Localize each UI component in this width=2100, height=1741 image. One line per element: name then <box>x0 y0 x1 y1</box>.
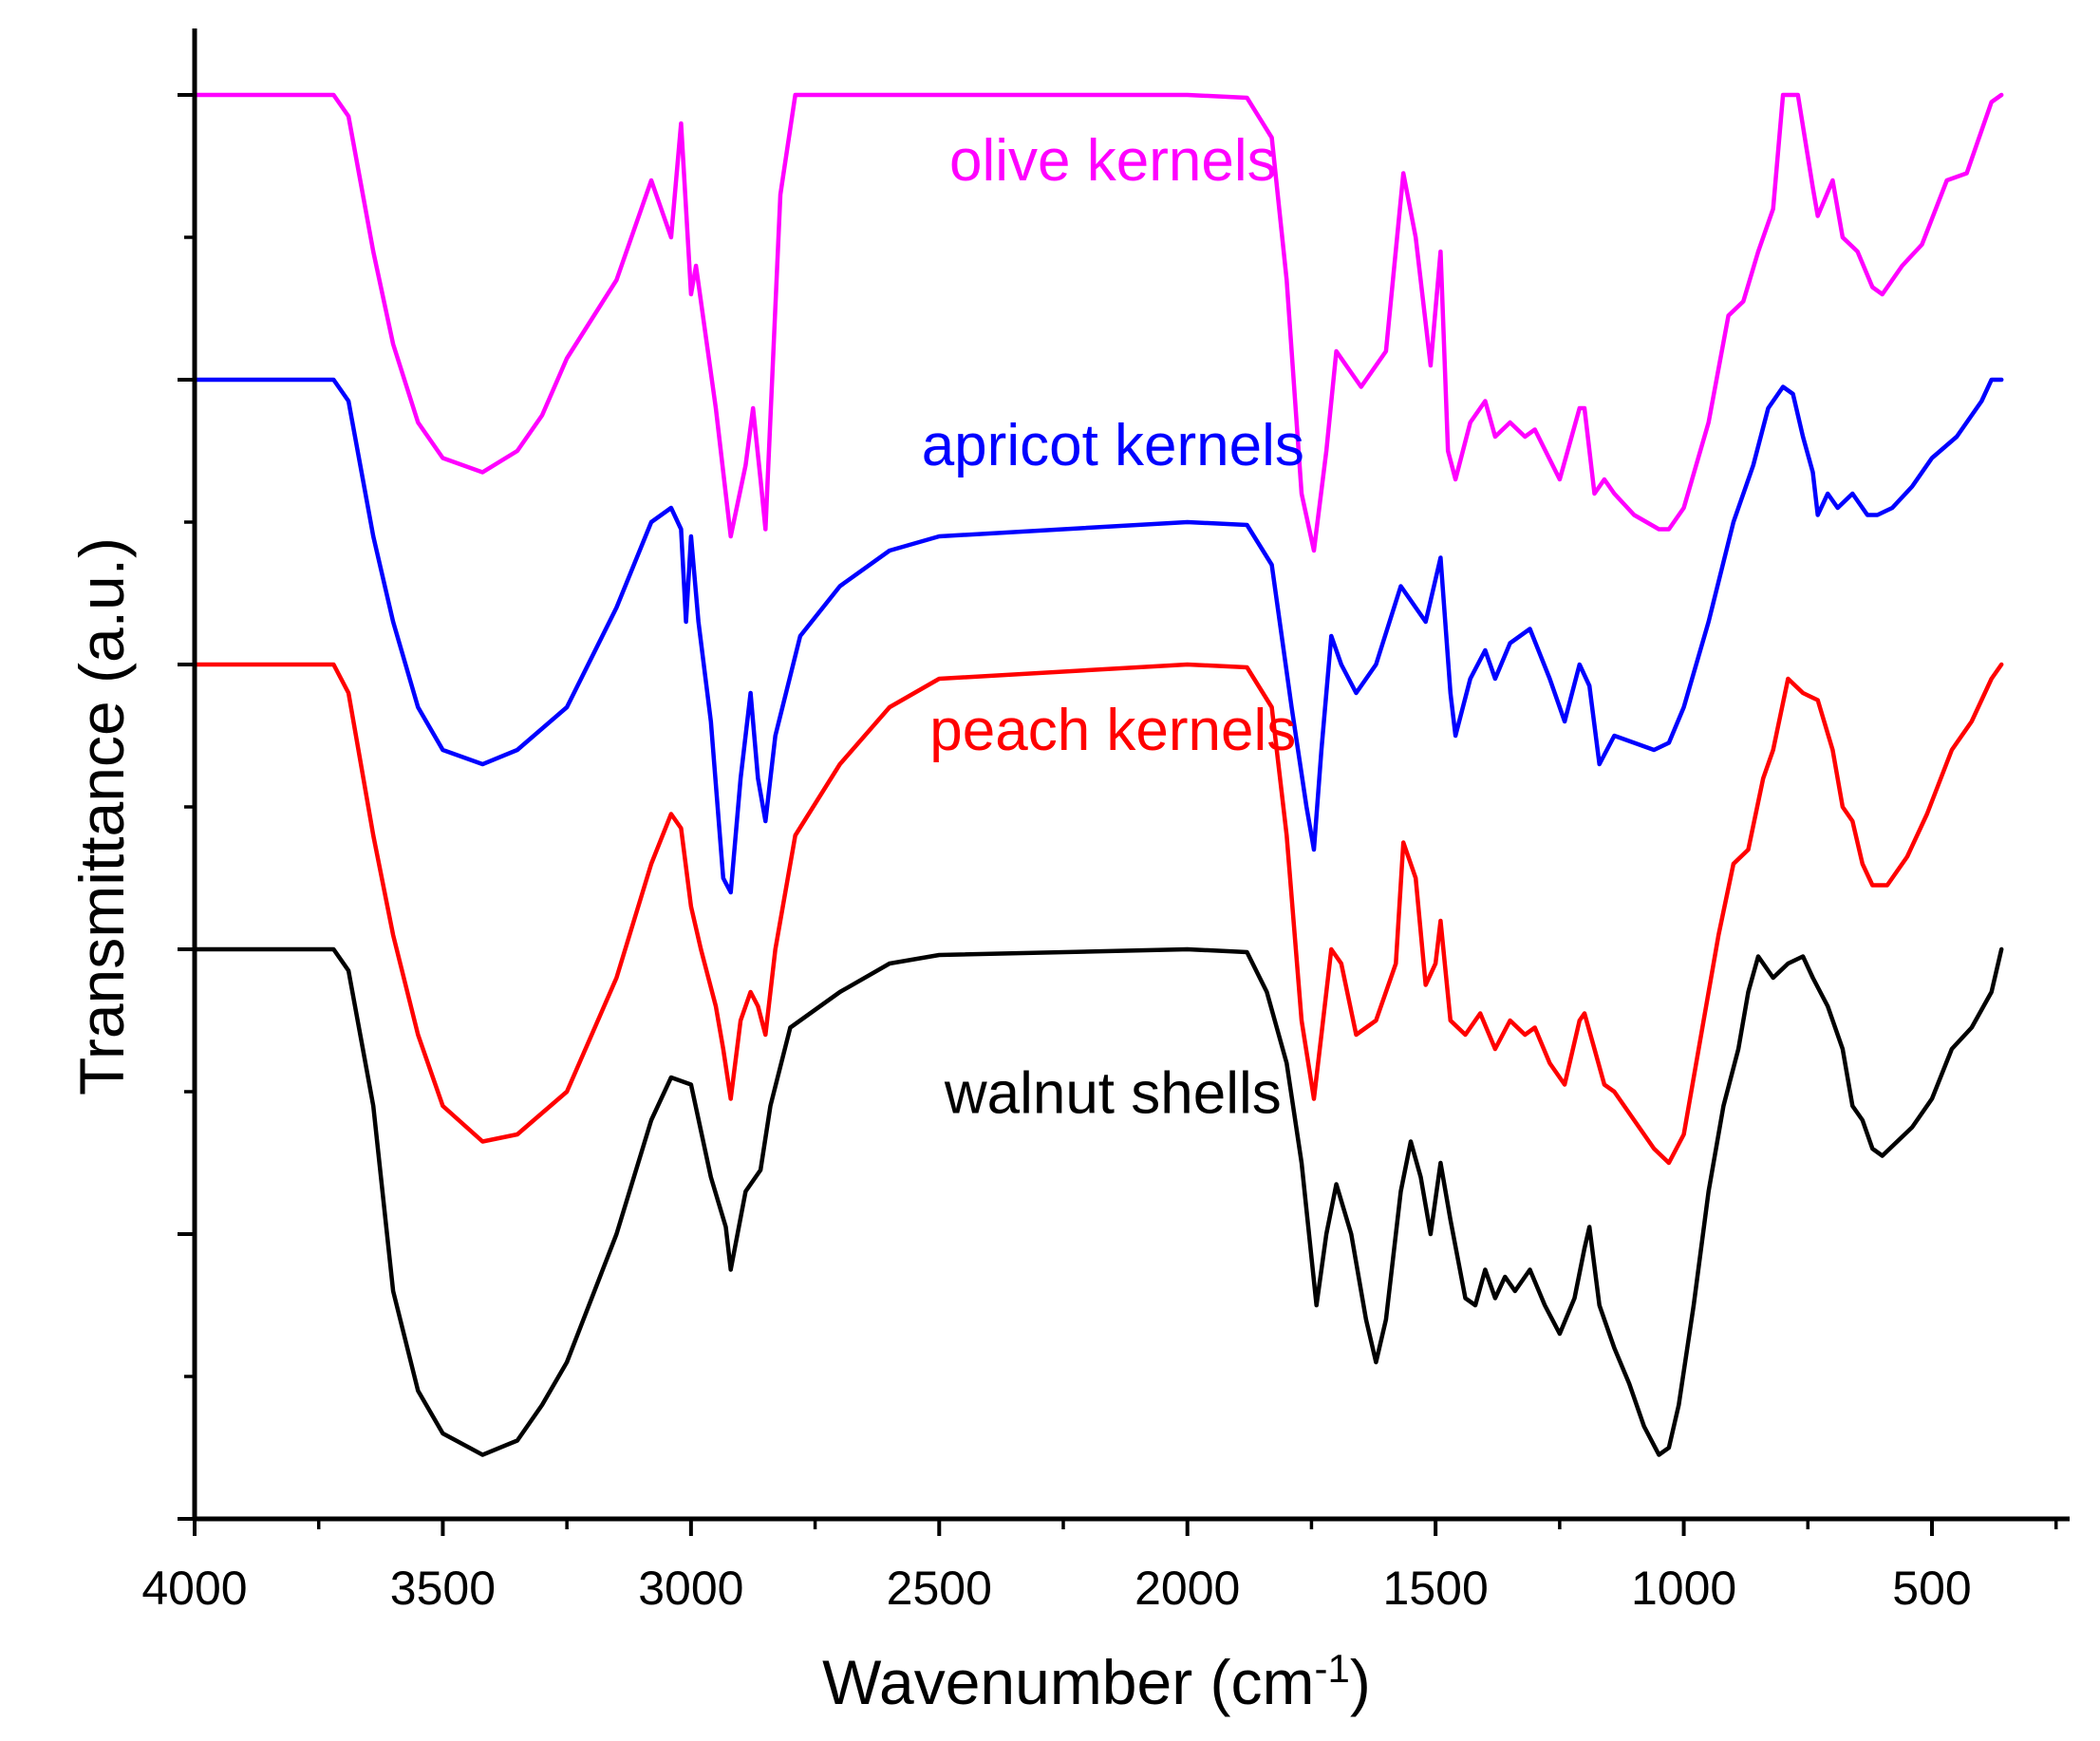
y-axis <box>178 28 197 1521</box>
x-tick-label: 500 <box>1892 1562 1971 1615</box>
x-axis-label-suffix: ) <box>1350 1647 1371 1717</box>
x-tick-label: 2000 <box>1134 1562 1240 1615</box>
x-tick-label: 1500 <box>1383 1562 1489 1615</box>
x-axis: 4000 3500 3000 2500 2000 1500 1000 500 <box>141 1516 2070 1615</box>
series-line-olive-kernels <box>192 92 2004 553</box>
x-axis-label-main: Wavenumber (cm <box>822 1647 1314 1717</box>
x-tick-label: 2500 <box>887 1562 992 1615</box>
series-label-apricot-kernels: apricot kernels <box>922 413 1304 478</box>
series-label-walnut-shells: walnut shells <box>944 1061 1282 1127</box>
x-tick-label: 3500 <box>390 1562 496 1615</box>
x-tick-label: 1000 <box>1631 1562 1736 1615</box>
series-label-peach-kernels: peach kernels <box>929 698 1296 763</box>
series-line-peach-kernels <box>192 662 2004 1166</box>
series-label-group: olive kernels apricot kernels peach kernel… <box>922 128 1304 1127</box>
x-axis-label-superscript: -1 <box>1315 1646 1350 1691</box>
series-label-olive-kernels: olive kernels <box>949 128 1277 194</box>
x-tick-label: 3000 <box>638 1562 743 1615</box>
series-line-walnut-shells <box>192 946 2004 1457</box>
y-axis-label: Transmittance (a.u.) <box>66 537 137 1095</box>
series-line-apricot-kernels <box>192 377 2004 895</box>
series-group <box>192 92 2004 1457</box>
x-axis-label: Wavenumber (cm-1) <box>822 1646 1371 1718</box>
x-tick-label: 4000 <box>141 1562 247 1615</box>
